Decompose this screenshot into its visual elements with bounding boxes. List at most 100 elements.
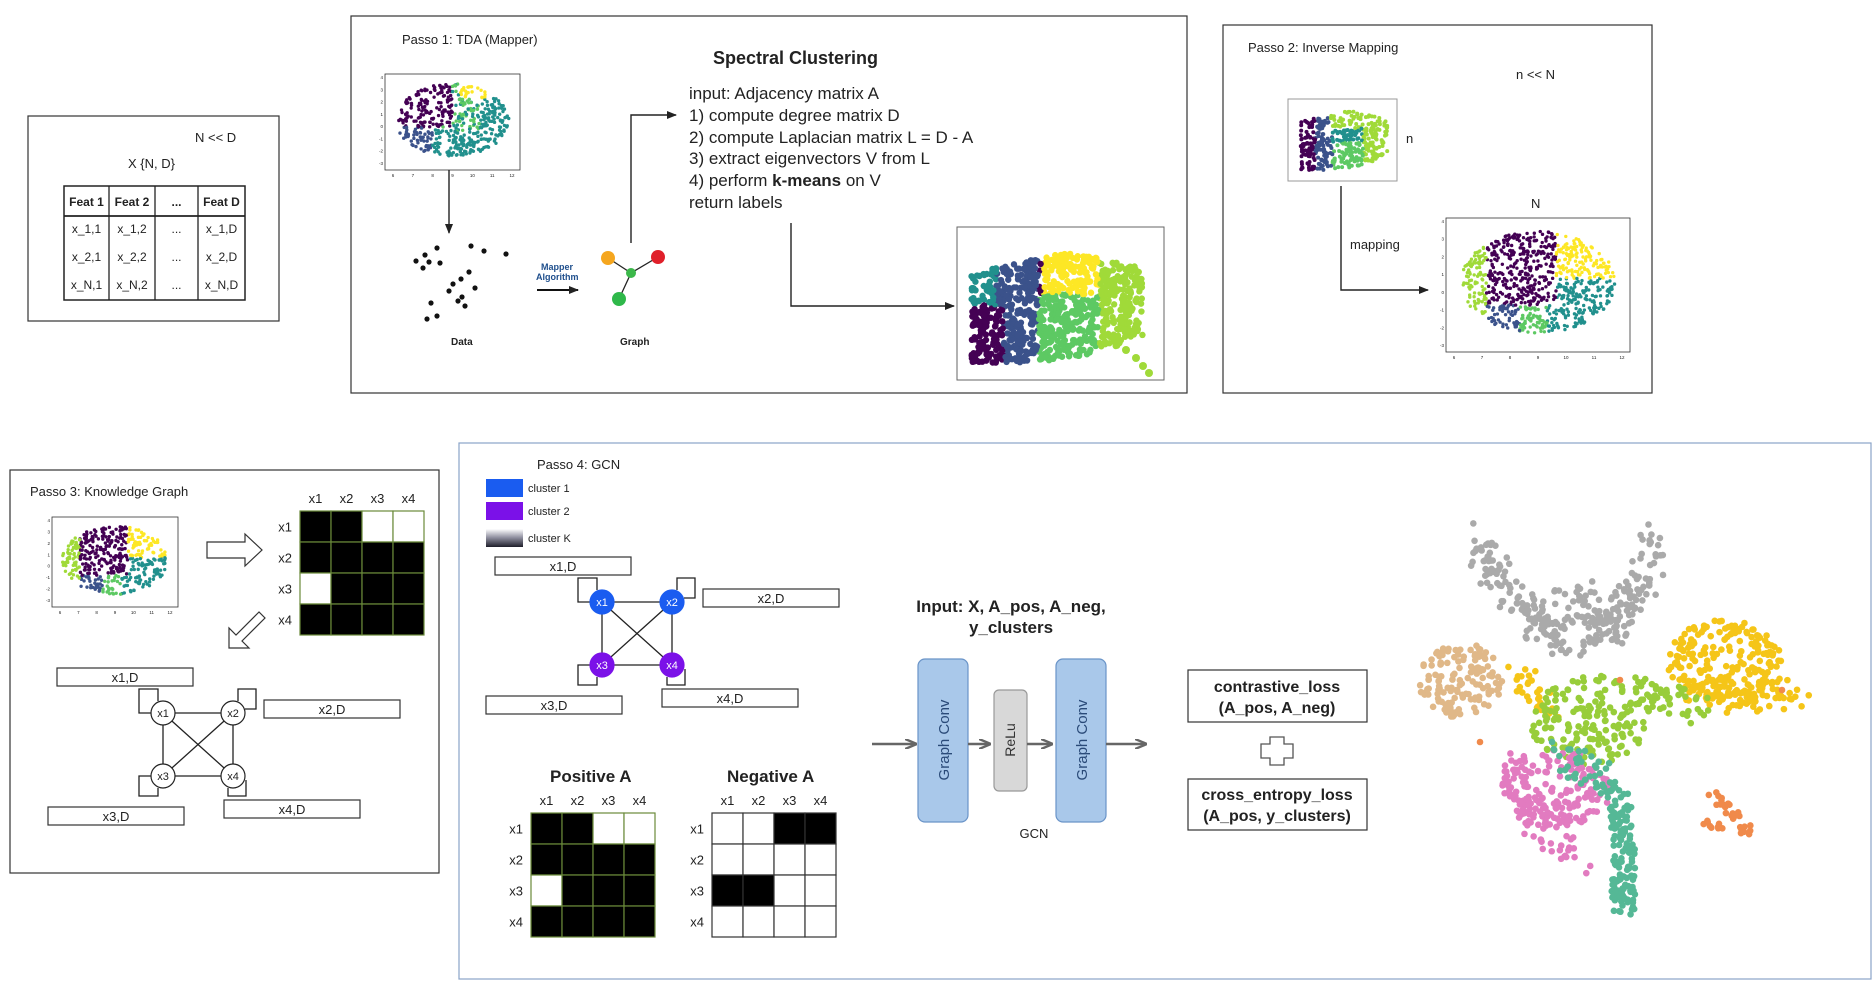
svg-text:2: 2 [380, 100, 383, 105]
relu-label: ReLu [1002, 723, 1018, 756]
svg-text:6: 6 [1453, 355, 1456, 360]
graph-node-label: x3 [596, 660, 608, 672]
matrix-cell [804, 843, 837, 876]
legend-swatch-cluster1 [486, 479, 523, 497]
svg-text:12: 12 [509, 173, 515, 178]
negative-a-title: Negative A [727, 767, 814, 786]
gcn-input-line2: y_clusters [969, 618, 1053, 637]
svg-text:-1: -1 [379, 136, 383, 141]
svg-text:0: 0 [1441, 290, 1444, 295]
node-feature-box [702, 588, 840, 608]
matrix-row-label: x1 [690, 822, 704, 837]
matrix-cell [361, 541, 394, 574]
algo-line-3: 3) extract eigenvectors V from L [689, 149, 930, 168]
algo-to-result-arrow [790, 223, 955, 310]
step1-panel: Passo 1: TDA (Mapper) Spectral Clusterin… [350, 15, 1188, 394]
svg-text:6: 6 [392, 173, 395, 178]
node-feature-box [223, 799, 361, 819]
x-matrix-label: X {N, D} [128, 156, 176, 171]
spectral-clustering-title: Spectral Clustering [713, 48, 878, 68]
contrastive-loss-line1: contrastive_loss [1214, 679, 1340, 696]
matrix-cell [773, 905, 806, 938]
svg-text:0: 0 [47, 564, 50, 569]
svg-text:0: 0 [380, 124, 383, 129]
matrix-row-label: x3 [690, 884, 704, 899]
feature-table: Feat 1 Feat 2... Feat D x_1,1 x_1,2... x_1,Dx… [63, 185, 246, 301]
svg-text:8: 8 [95, 610, 98, 615]
matrix-cell [623, 843, 656, 876]
matrix-cell [530, 812, 563, 845]
svg-text:-3: -3 [379, 161, 383, 166]
node-feature-label: x3,D [541, 698, 568, 713]
matrix-col-label: x2 [340, 491, 354, 506]
matrix-cell [773, 874, 806, 907]
algo-line-0: input: Adjacency matrix A [689, 84, 880, 103]
data-label: Data [451, 337, 473, 348]
step4-title: Passo 4: GCN [537, 457, 620, 472]
matrix-cell [299, 572, 332, 605]
matrix-col-label: x4 [402, 491, 416, 506]
matrix-cell [804, 874, 837, 907]
svg-text:8: 8 [431, 173, 434, 178]
n-label: n [1406, 131, 1413, 146]
table-header-cell: Feat D [203, 195, 240, 209]
matrix-cell [711, 874, 744, 907]
graph-node-label: x2 [666, 597, 678, 609]
table-header-cell: Feat 1 [69, 195, 104, 209]
matrix-cell [592, 874, 625, 907]
table-cell: ... [171, 278, 181, 292]
final-embedding-scatter [1416, 520, 1813, 918]
cross-entropy-line1: cross_entropy_loss [1201, 787, 1352, 804]
matrix-cell [330, 541, 363, 574]
gcn-input-graph: x1 x2 x3 x4 x1,D x2,D x3,D x4,D [485, 556, 840, 715]
matrix-col-label: x4 [814, 793, 828, 808]
matrix-cell [742, 905, 775, 938]
node-feature-label: x1,D [112, 670, 139, 685]
svg-text:11: 11 [149, 610, 154, 615]
matrix-cell [711, 812, 744, 845]
matrix-row-label: x1 [278, 520, 292, 535]
mapping-arrow [1340, 186, 1429, 294]
graph-node-label: x1 [596, 597, 608, 609]
mapper-label-1: Mapper [541, 262, 574, 272]
data-points [413, 243, 509, 322]
svg-text:8: 8 [1509, 355, 1512, 360]
graph-conv-label-2: Graph Conv [1074, 699, 1091, 780]
matrix-row-label: x1 [509, 822, 523, 837]
matrix-col-label: x1 [721, 793, 735, 808]
algo-line-2: 2) compute Laplacian matrix L = D - A [689, 128, 974, 147]
matrix-cell [530, 905, 563, 938]
svg-text:10: 10 [131, 610, 137, 615]
positive-adjacency-matrix: x1 x2 x3 x4 x1 x2 x3 x4 [509, 793, 656, 938]
svg-text:7: 7 [412, 173, 415, 178]
svg-text:1: 1 [47, 552, 50, 557]
hollow-arrow-down [228, 611, 266, 649]
n-lt-N-label: n << N [1516, 67, 1555, 82]
N-label: N [1531, 196, 1540, 211]
svg-text:12: 12 [1619, 355, 1625, 360]
matrix-cell [592, 905, 625, 938]
matrix-row-label: x2 [690, 853, 704, 868]
matrix-row-label: x4 [278, 613, 292, 628]
table-cell: x_N,2 [116, 278, 148, 292]
negative-adjacency-matrix: x1 x2 x3 x4 x1 x2 x3 x4 [690, 793, 837, 938]
matrix-col-label: x3 [783, 793, 797, 808]
graph-node [150, 700, 176, 726]
matrix-cell [623, 905, 656, 938]
node-feature-label: x4,D [279, 802, 306, 817]
gcn-input-line1: Input: X, A_pos, A_neg, [916, 597, 1106, 616]
table-cell: x_N,D [205, 278, 239, 292]
matrix-cell [330, 603, 363, 636]
table-cell: x_2,D [206, 250, 238, 264]
svg-text:1: 1 [380, 112, 383, 117]
contrastive-loss-box [1187, 669, 1368, 723]
svg-text:11: 11 [1592, 355, 1597, 360]
svg-text:3: 3 [47, 529, 50, 534]
matrix-cell [361, 510, 394, 543]
svg-text:2: 2 [1441, 254, 1444, 259]
graph-node [589, 589, 615, 615]
matrix-cell [299, 541, 332, 574]
matrix-cell [742, 843, 775, 876]
